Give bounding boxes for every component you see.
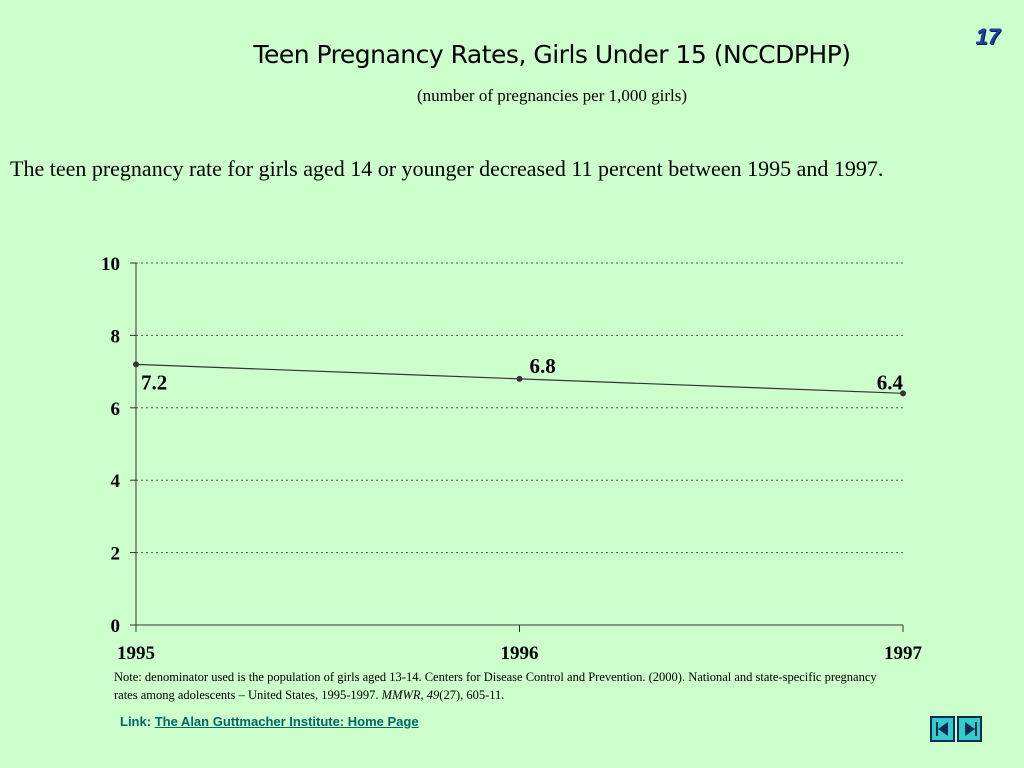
y-tick-label: 2 <box>111 544 121 565</box>
previous-arrow-icon <box>935 722 948 736</box>
y-tick-label: 4 <box>111 471 121 492</box>
data-label: 7.2 <box>141 370 167 394</box>
y-tick-label: 8 <box>111 326 121 347</box>
next-arrow-icon <box>964 722 977 736</box>
y-tick-label: 0 <box>111 616 121 637</box>
link-label: Link: <box>120 714 152 729</box>
note-citation: (27), 605-11. <box>439 688 505 702</box>
summary-text: The teen pregnancy rate for girls aged 1… <box>10 156 884 181</box>
page-title: Teen Pregnancy Rates, Girls Under 15 (NC… <box>253 40 851 69</box>
previous-slide-button[interactable] <box>930 716 955 742</box>
note-journal: MMWR, 49 <box>381 688 440 702</box>
x-tick-label: 1997 <box>884 643 923 664</box>
y-tick-label: 10 <box>101 254 120 275</box>
source-note: Note: denominator used is the population… <box>114 668 894 704</box>
next-slide-button[interactable] <box>957 716 982 742</box>
note-text: Note: denominator used is the population… <box>114 670 877 702</box>
x-tick-label: 1996 <box>501 643 539 664</box>
data-label: 6.4 <box>877 370 904 394</box>
guttmacher-home-link[interactable]: The Alan Guttmacher Institute: Home Page <box>154 714 419 729</box>
data-label: 6.8 <box>530 354 556 378</box>
y-tick-label: 6 <box>111 399 121 420</box>
page-subtitle: (number of pregnancies per 1,000 girls) <box>416 86 688 105</box>
link-row: Link: The Alan Guttmacher Institute: Hom… <box>120 714 419 729</box>
x-tick-label: 1995 <box>117 643 155 664</box>
data-point <box>516 375 523 382</box>
slide-navigation <box>930 716 982 742</box>
slide-number: 17 <box>975 24 1000 49</box>
data-point <box>900 390 906 397</box>
data-point <box>133 361 139 368</box>
